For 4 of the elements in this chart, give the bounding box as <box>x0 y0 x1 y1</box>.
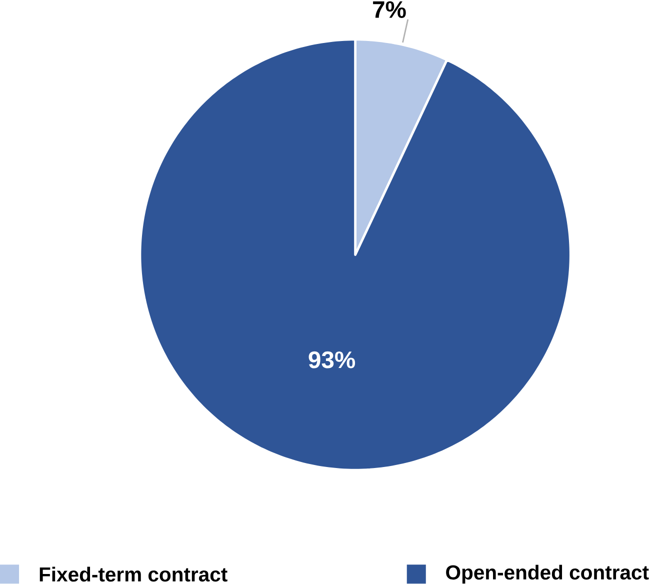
legend-label: Fixed-term contract <box>40 566 228 582</box>
data-label: 7% <box>373 1 406 18</box>
data-label: 93% <box>308 352 356 368</box>
legend-label: Open-ended contract <box>446 564 649 584</box>
